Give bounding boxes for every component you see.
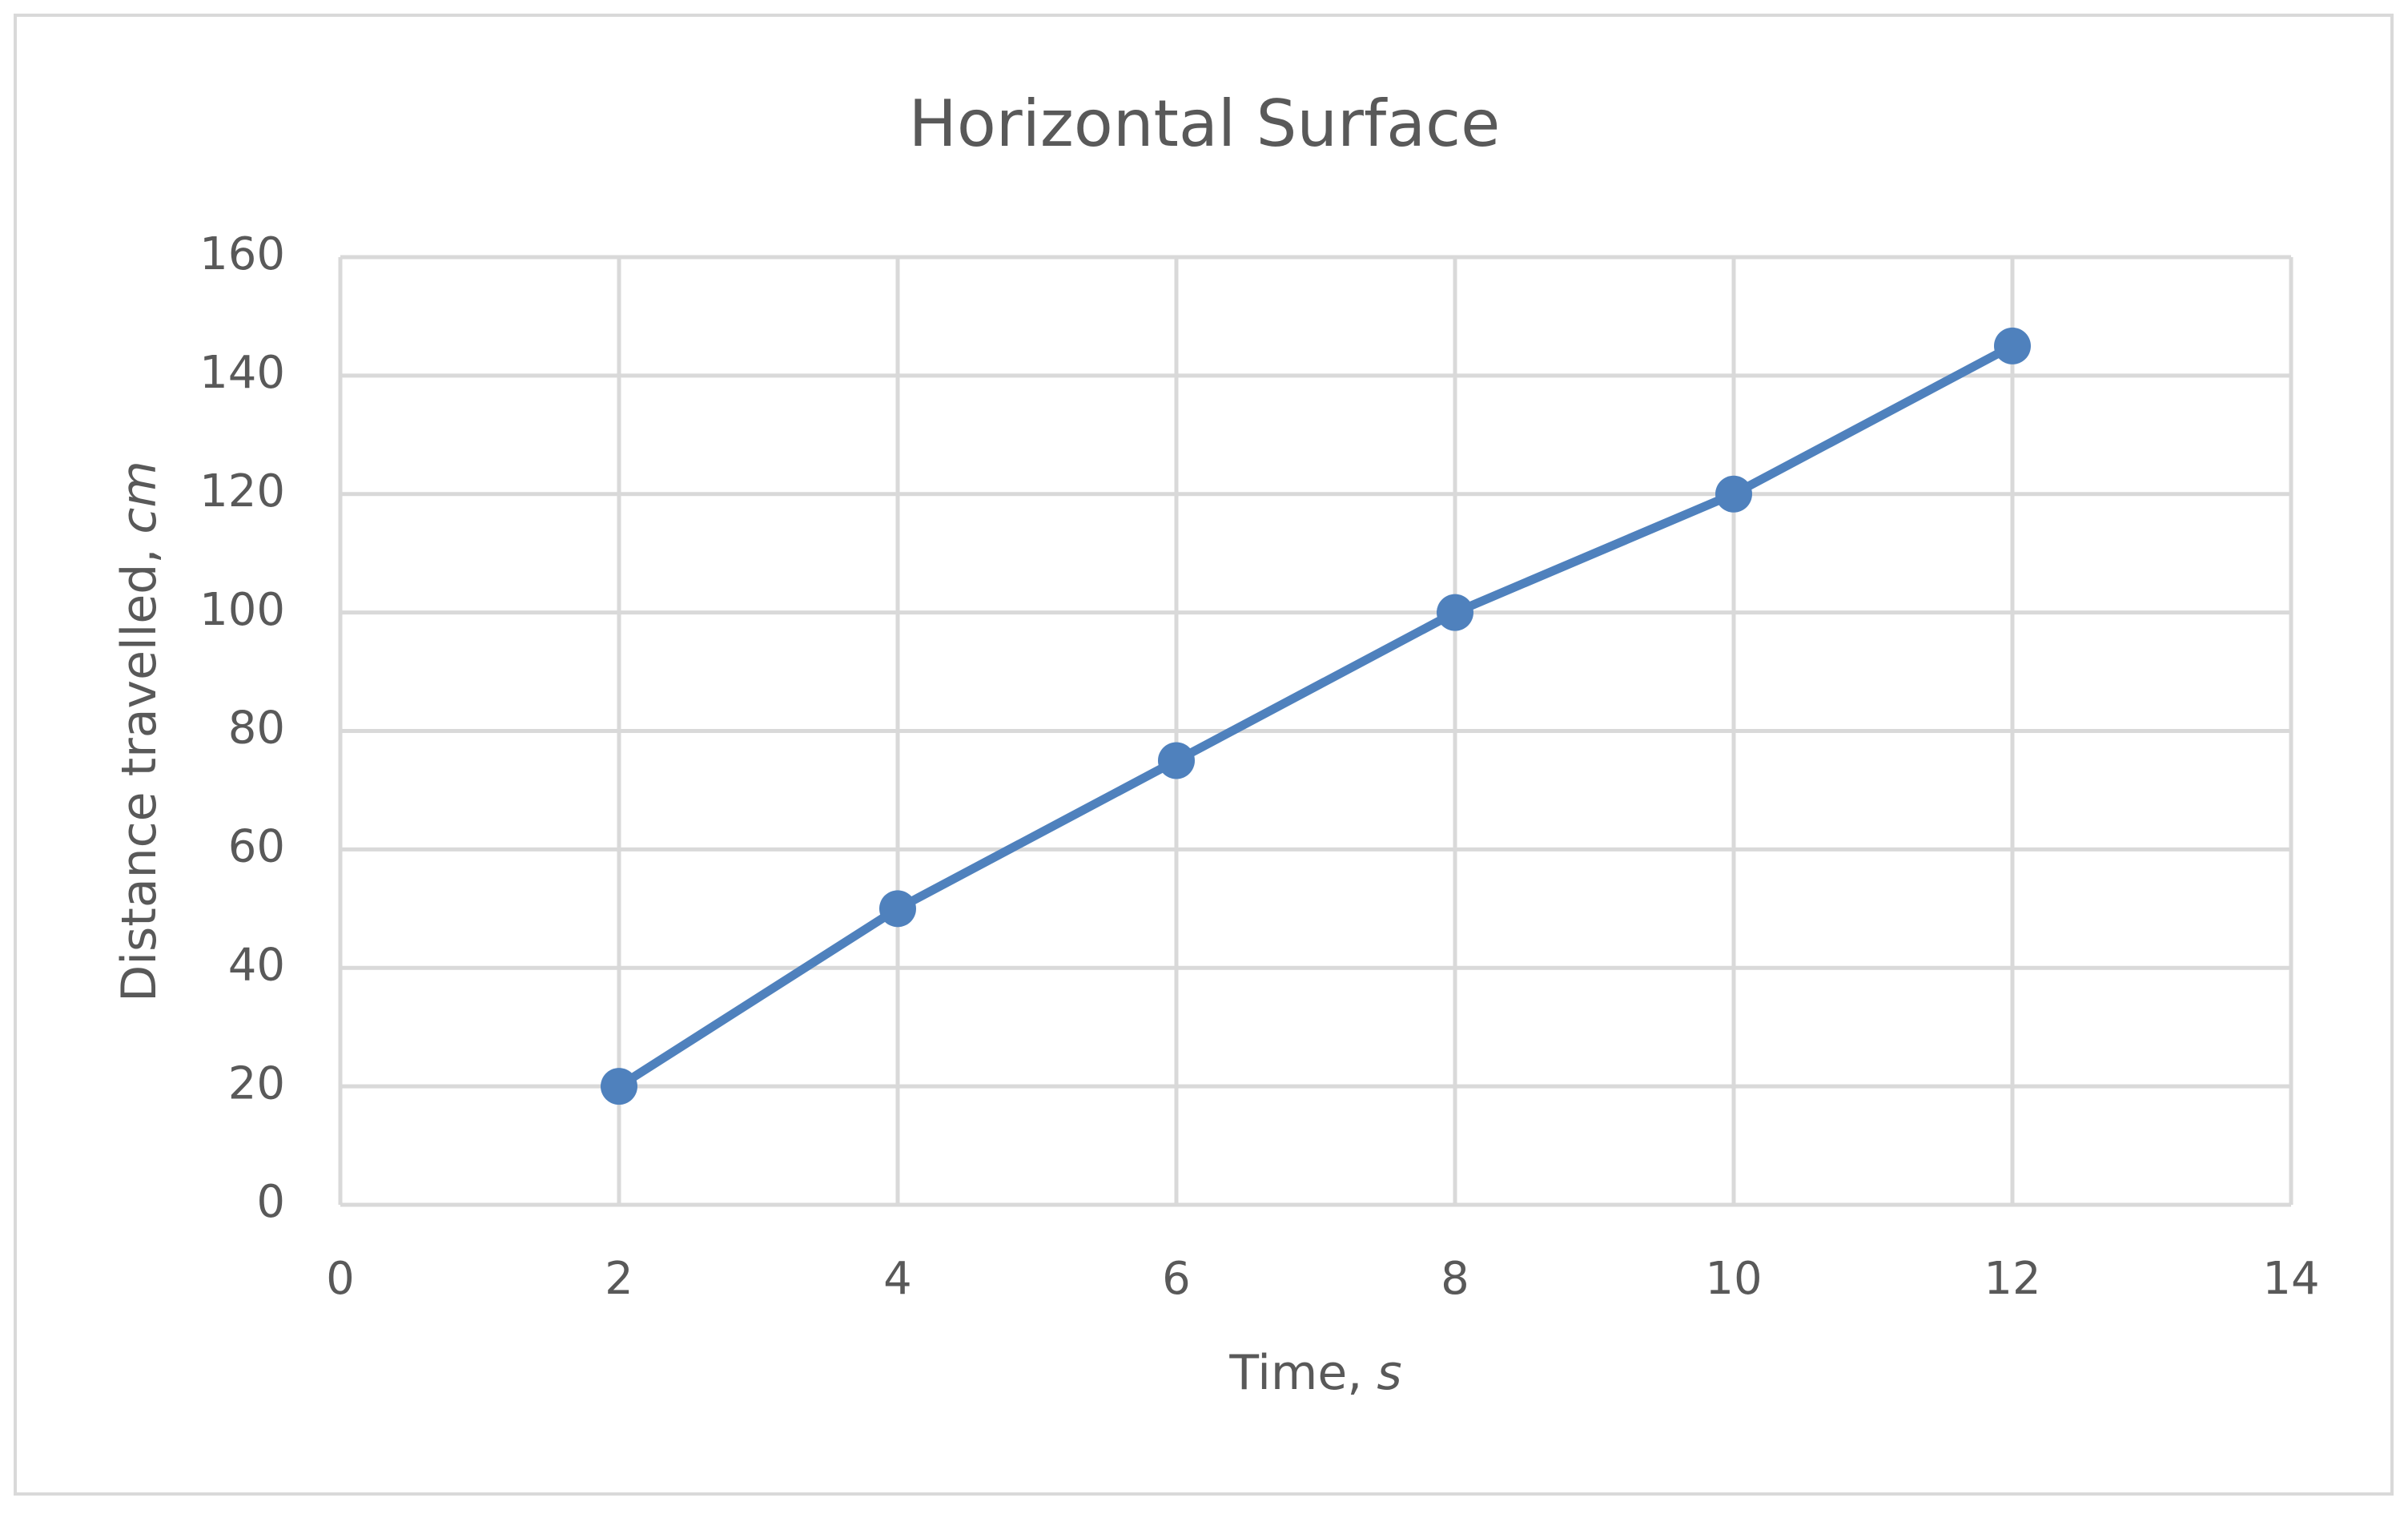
x-tick-label: 4 [883,1253,912,1305]
y-tick-label: 0 [256,1176,285,1228]
x-tick-label: 0 [326,1253,355,1305]
data-point [1158,742,1195,779]
y-tick-label: 80 [228,703,285,755]
data-point [1994,327,2031,364]
x-tick-label: 14 [2262,1253,2319,1305]
x-axis-unit: s [1377,1345,1401,1401]
chart-border [14,14,2394,1496]
y-tick-label: 140 [199,347,285,399]
data-point [1715,475,1752,513]
y-axis-label-text: Distance travelled, [111,549,167,1002]
data-point [601,1068,637,1105]
x-tick-label: 2 [605,1253,633,1305]
x-tick-label: 12 [1984,1253,2040,1305]
x-axis-label-text: Time, [1228,1345,1362,1401]
y-tick-label: 40 [228,939,285,991]
data-point [879,890,916,928]
x-tick-label: 10 [1705,1253,1762,1305]
series-line [617,342,2015,1090]
x-tick-label: 8 [1441,1253,1469,1305]
y-tick-label: 160 [199,228,285,280]
y-tick-label: 60 [228,821,285,873]
data-point [1437,594,1473,631]
chart-title: Horizontal Surface [909,87,1501,161]
x-axis-label: Time, s [1228,1345,1401,1401]
y-tick-label: 120 [199,465,285,517]
x-tick-label: 6 [1162,1253,1191,1305]
y-tick-label: 100 [199,584,285,636]
y-tick-label: 20 [228,1057,285,1109]
y-axis-label: Distance travelled, cm [111,461,167,1002]
y-axis-unit: cm [111,461,167,534]
